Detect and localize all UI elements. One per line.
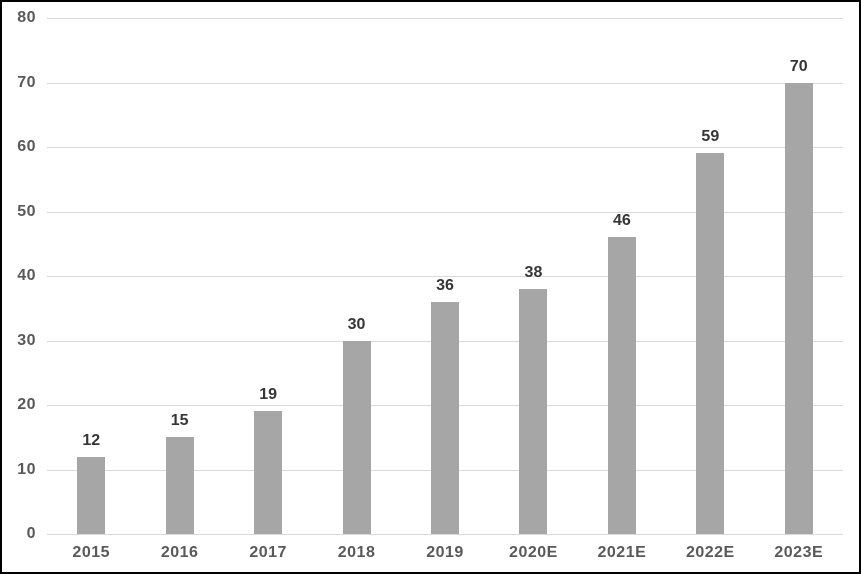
y-axis-tick-label: 70 — [17, 73, 36, 91]
bar — [696, 153, 725, 534]
bar-value-label: 70 — [789, 57, 808, 75]
gridline — [47, 276, 843, 277]
y-axis-tick-label: 40 — [17, 267, 36, 284]
bar — [607, 237, 636, 534]
y-axis-tick-label: 80 — [17, 9, 36, 26]
bar — [784, 82, 813, 534]
bar-value-label: 12 — [82, 431, 101, 449]
bar — [431, 301, 459, 534]
y-axis-tick-label: 60 — [17, 138, 36, 155]
bar — [165, 437, 194, 534]
x-axis-tick-label: 2020E — [509, 544, 558, 561]
y-axis-tick-label: 10 — [17, 460, 36, 478]
gridline — [47, 211, 843, 213]
bar-value-label: 38 — [524, 263, 543, 281]
bar — [519, 288, 548, 534]
y-axis-tick-label: 20 — [17, 396, 36, 413]
bar-value-label: 36 — [436, 276, 454, 294]
x-axis-tick-label: 2022E — [685, 544, 735, 561]
y-axis-tick-label: 50 — [17, 202, 36, 220]
y-axis-tick-label: 0 — [26, 525, 36, 542]
bar — [77, 456, 106, 534]
bar-value-label: 59 — [701, 128, 720, 146]
x-axis-tick-label: 2017 — [249, 544, 287, 561]
bar-value-label: 46 — [612, 212, 631, 230]
y-axis-tick-label: 30 — [17, 331, 36, 349]
x-axis-tick-label: 2019 — [426, 544, 464, 561]
gridline — [47, 147, 843, 148]
x-axis-tick-label: 2018 — [337, 544, 376, 561]
bar — [342, 340, 371, 534]
gridline — [47, 82, 843, 84]
bar — [254, 411, 283, 534]
bar-value-label: 30 — [347, 315, 366, 333]
gridline — [47, 534, 843, 535]
bar-value-label: 15 — [170, 412, 189, 430]
x-axis-tick-label: 2015 — [72, 544, 111, 561]
bar-value-label: 19 — [259, 386, 278, 404]
gridline — [47, 18, 843, 19]
x-axis-tick-label: 2023E — [774, 544, 824, 561]
x-axis-tick-label: 2021E — [597, 544, 647, 561]
x-axis-tick-label: 2016 — [160, 544, 199, 561]
